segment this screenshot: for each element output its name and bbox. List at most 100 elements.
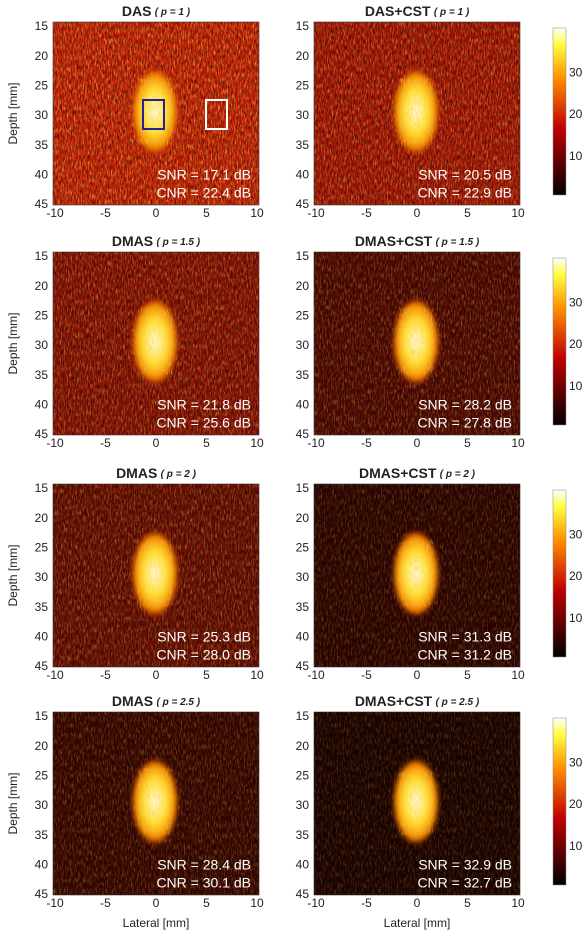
title-text: DMAS <box>112 233 153 249</box>
x-tick-label: -10 <box>307 896 325 910</box>
x-tick-label: 0 <box>153 206 160 220</box>
x-tick-label: 5 <box>464 896 471 910</box>
x-axis-label: Lateral [mm] <box>384 916 451 930</box>
y-tick-label: 30 <box>296 798 310 812</box>
y-tick-label: 40 <box>35 858 49 872</box>
frame <box>313 483 521 668</box>
y-tick-label: 35 <box>296 828 310 842</box>
x-tick-label: 5 <box>464 206 471 220</box>
panel-title: DMAS+CST ( p = 2.5 ) <box>355 693 480 709</box>
y-tick-label: 40 <box>296 398 310 412</box>
colorbar-tick-label: 20 <box>569 107 583 121</box>
y-tick-label: 25 <box>35 79 49 93</box>
x-tick-label: 10 <box>250 668 264 682</box>
x-tick-label: 10 <box>511 896 525 910</box>
colorbar-tick-label: 20 <box>569 569 583 583</box>
panel: DMAS+CST ( p = 2 ) SNR = 31.3 dB CNR = 31.… <box>296 465 583 682</box>
title-text: DMAS+CST <box>355 693 433 709</box>
x-tick-label: 10 <box>511 436 525 450</box>
y-tick-label: 15 <box>296 481 310 495</box>
y-tick-label: 45 <box>296 197 310 211</box>
y-tick-label: 25 <box>35 309 49 323</box>
snr-label: SNR = 20.5 dB <box>418 167 512 183</box>
title-param: ( p = 1 ) <box>155 7 191 18</box>
panel: DMAS ( p = 2.5 ) SNR = 28.4 dB CNR = 30.1 … <box>6 693 264 930</box>
y-tick-label: 30 <box>296 570 310 584</box>
colorbar-tick-label: 10 <box>569 379 583 393</box>
x-tick-label: -5 <box>361 436 372 450</box>
title-param: ( p = 2 ) <box>161 469 197 480</box>
y-tick-label: 35 <box>296 368 310 382</box>
y-tick-label: 35 <box>296 138 310 152</box>
y-tick-label: 20 <box>296 279 310 293</box>
x-tick-label: 0 <box>414 436 421 450</box>
y-tick-label: 45 <box>35 887 49 901</box>
title-param: ( p = 1.5 ) <box>156 237 200 248</box>
y-tick-label: 20 <box>35 739 49 753</box>
colorbar-tick-label: 30 <box>569 65 583 79</box>
title-text: DMAS <box>116 465 157 481</box>
target-core <box>399 78 433 145</box>
snr-label: SNR = 28.2 dB <box>418 397 512 413</box>
y-tick-label: 30 <box>296 108 310 122</box>
snr-label: SNR = 32.9 dB <box>418 857 512 873</box>
frame <box>313 251 521 436</box>
y-tick-label: 45 <box>296 887 310 901</box>
target-core <box>399 540 433 607</box>
x-tick-label: -5 <box>361 206 372 220</box>
y-tick-label: 40 <box>35 630 49 644</box>
colorbar <box>552 489 567 658</box>
snr-label: SNR = 21.8 dB <box>157 397 251 413</box>
x-tick-label: -10 <box>46 436 64 450</box>
panel: DMAS ( p = 2 ) SNR = 25.3 dB CNR = 28.0 dB… <box>6 465 264 682</box>
target-core <box>138 768 172 835</box>
y-tick-label: 45 <box>35 197 49 211</box>
title-param: ( p = 2.5 ) <box>436 697 480 708</box>
colorbar-tick-label: 30 <box>569 527 583 541</box>
y-tick-label: 20 <box>296 511 310 525</box>
y-tick-label: 35 <box>296 600 310 614</box>
panel: DAS+CST ( p = 1 ) SNR = 20.5 dB CNR = 22.9… <box>296 3 583 220</box>
cnr-label: CNR = 27.8 dB <box>417 415 512 431</box>
colorbar-tick-label: 20 <box>569 337 583 351</box>
y-tick-label: 25 <box>296 769 310 783</box>
x-tick-label: 5 <box>203 668 210 682</box>
x-tick-label: -5 <box>361 896 372 910</box>
x-tick-label: 5 <box>464 668 471 682</box>
x-tick-label: 5 <box>203 206 210 220</box>
frame <box>313 21 521 206</box>
x-tick-label: 10 <box>250 896 264 910</box>
title-text: DMAS <box>112 693 153 709</box>
y-axis-label: Depth [mm] <box>6 312 20 374</box>
target-core <box>399 768 433 835</box>
panel-title: DMAS ( p = 2.5 ) <box>112 693 201 709</box>
y-axis-label: Depth [mm] <box>6 82 20 144</box>
x-tick-label: 0 <box>153 896 160 910</box>
y-tick-label: 25 <box>296 309 310 323</box>
colorbar-tick-label: 10 <box>569 149 583 163</box>
x-tick-label: -5 <box>100 896 111 910</box>
y-tick-label: 15 <box>35 249 49 263</box>
x-tick-label: 10 <box>250 436 264 450</box>
x-tick-label: -5 <box>361 668 372 682</box>
cnr-label: CNR = 31.2 dB <box>417 647 512 663</box>
x-tick-label: 0 <box>153 668 160 682</box>
y-tick-label: 35 <box>35 828 49 842</box>
frame <box>52 483 260 668</box>
y-tick-label: 25 <box>296 541 310 555</box>
x-tick-label: 5 <box>464 436 471 450</box>
y-tick-label: 40 <box>296 168 310 182</box>
panel-title: DMAS ( p = 2 ) <box>116 465 197 481</box>
frame <box>52 251 260 436</box>
panel-title: DMAS+CST ( p = 1.5 ) <box>355 233 480 249</box>
x-tick-label: 0 <box>414 668 421 682</box>
y-tick-label: 45 <box>35 659 49 673</box>
y-tick-label: 15 <box>35 19 49 33</box>
y-tick-label: 25 <box>296 79 310 93</box>
y-tick-label: 30 <box>35 570 49 584</box>
snr-label: SNR = 28.4 dB <box>157 857 251 873</box>
x-tick-label: 0 <box>414 896 421 910</box>
title-text: DMAS+CST <box>359 465 437 481</box>
x-tick-label: 0 <box>153 436 160 450</box>
